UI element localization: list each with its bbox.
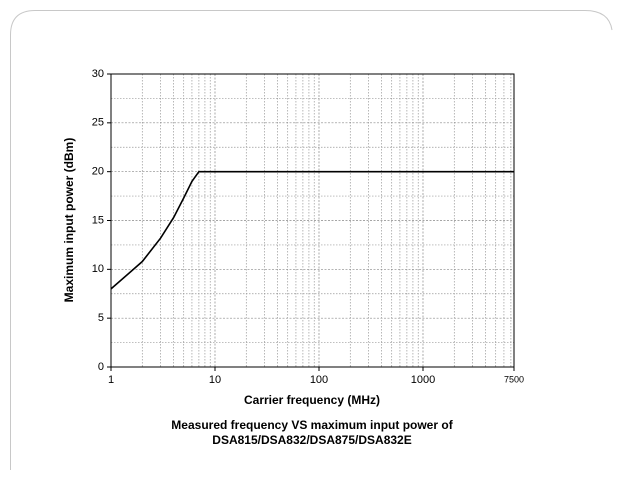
- y-tick-label: 25: [92, 117, 104, 129]
- caption: DSA815/DSA832/DSA875/DSA832E: [212, 433, 411, 447]
- x-axis-title: Carrier frequency (MHz): [244, 393, 380, 407]
- x-tick-label: 10: [209, 374, 221, 386]
- y-axis-title: Maximum input power (dBm): [62, 138, 76, 303]
- y-tick-label: 20: [92, 166, 104, 178]
- line: [110, 170, 514, 290]
- x-tick-label: 100: [310, 374, 328, 386]
- x-tick-label: 1000: [411, 374, 435, 386]
- y-tick-label: 30: [92, 68, 104, 80]
- x-tick-label: 1: [108, 374, 114, 386]
- y-tick-label: 0: [98, 361, 104, 373]
- y-tick-label: 15: [92, 214, 104, 226]
- frame: [10, 10, 613, 470]
- plot-border: [110, 73, 515, 368]
- y-tick-label: 5: [98, 312, 104, 324]
- y-tick-label: 10: [92, 263, 104, 275]
- x-tick-label: 7500: [504, 374, 524, 384]
- caption: Measured frequency VS maximum input powe…: [171, 418, 453, 432]
